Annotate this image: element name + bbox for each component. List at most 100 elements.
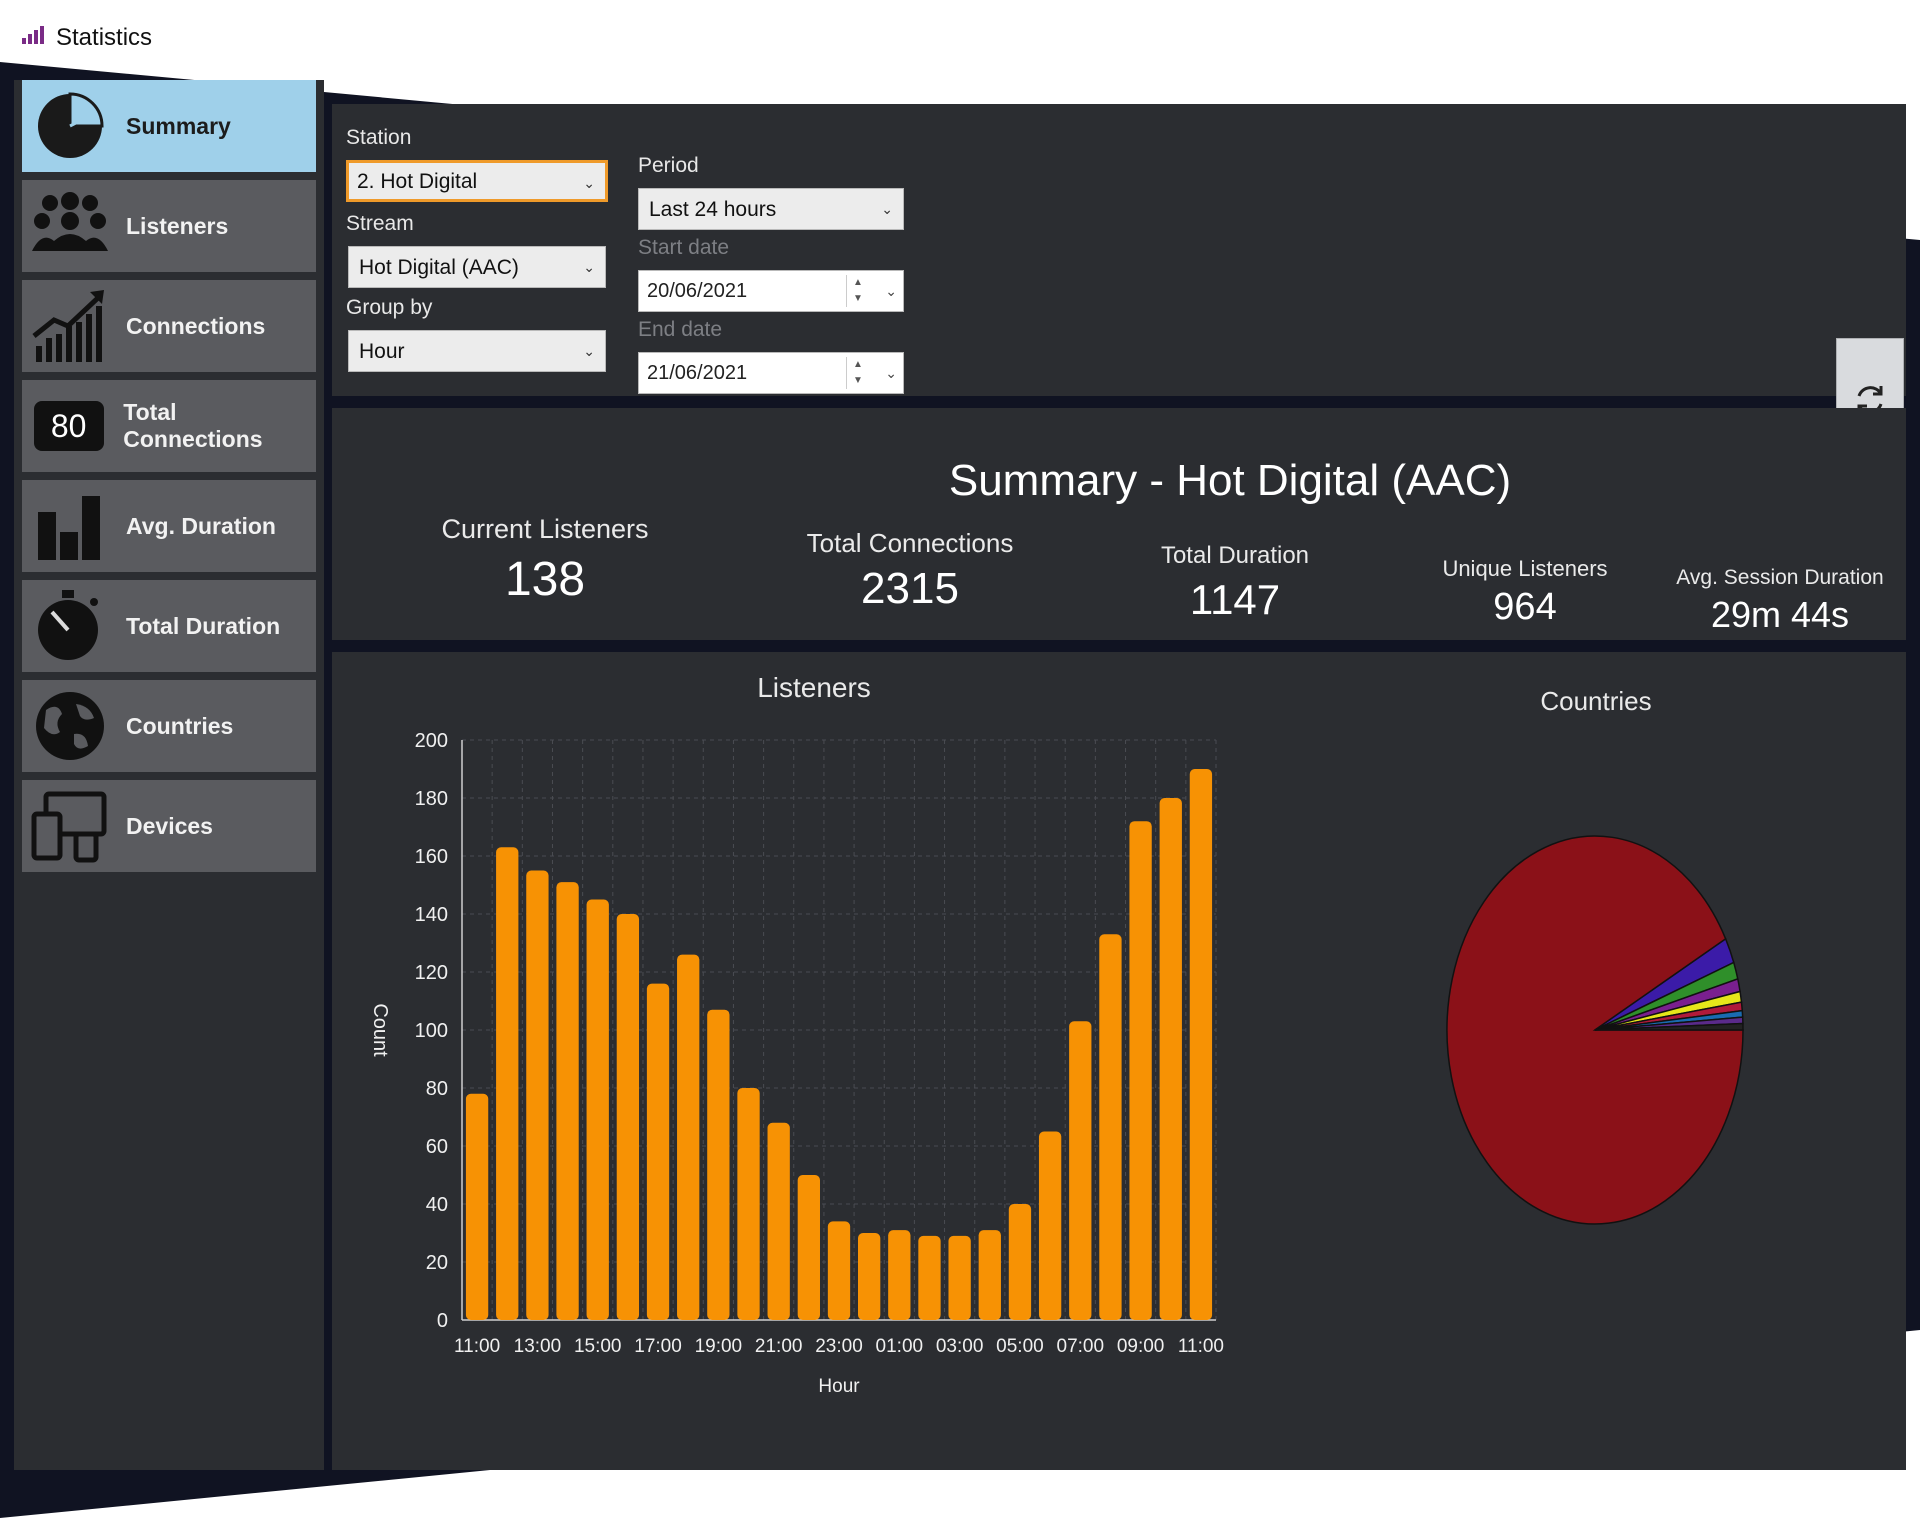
sidebar: Summary Listeners Connections 80 Total C… bbox=[14, 80, 324, 1470]
groupby-select-value: Hour bbox=[359, 340, 405, 363]
bar-11:00 bbox=[466, 1094, 488, 1320]
stat-value-total-duration: 1147 bbox=[1110, 576, 1360, 624]
bar-chart-icon bbox=[26, 486, 114, 566]
listeners-bar-chart: 0 20 40 60 80 100 120 140 160 180 200 11:00 13:00 15:… bbox=[350, 720, 1250, 1400]
y-tick-label: 200 bbox=[415, 730, 448, 752]
stat-label-total-duration: Total Duration bbox=[1110, 542, 1360, 570]
spin-up-icon[interactable]: ▲ bbox=[847, 275, 869, 291]
people-group-icon bbox=[26, 186, 114, 266]
stat-value-unique-listeners: 964 bbox=[1410, 586, 1640, 629]
sidebar-item-label: Devices bbox=[126, 813, 213, 840]
sidebar-item-summary[interactable]: Summary bbox=[22, 80, 316, 172]
stopwatch-icon bbox=[26, 586, 114, 666]
y-tick-label: 100 bbox=[415, 1020, 448, 1042]
y-tick-label: 180 bbox=[415, 788, 448, 810]
bar-03:00 bbox=[948, 1236, 970, 1320]
chevron-down-icon[interactable]: ⌄ bbox=[885, 283, 897, 300]
x-tick-label: 01:00 bbox=[876, 1336, 924, 1357]
sidebar-item-devices[interactable]: Devices bbox=[22, 780, 316, 872]
chevron-down-icon[interactable]: ⌄ bbox=[885, 365, 897, 382]
period-label: Period bbox=[638, 154, 699, 178]
x-tick-label: 05:00 bbox=[996, 1336, 1044, 1357]
x-tick-label: 11:00 bbox=[1178, 1336, 1224, 1357]
x-axis-title: Hour bbox=[818, 1376, 860, 1397]
stream-select-value: Hot Digital (AAC) bbox=[359, 256, 519, 279]
date-spinner[interactable]: ▲ ▼ bbox=[846, 357, 869, 389]
spin-down-icon[interactable]: ▼ bbox=[847, 291, 869, 307]
bar-19:00 bbox=[707, 1010, 729, 1320]
chevron-down-icon: ⌄ bbox=[881, 201, 893, 218]
bar-04:00 bbox=[979, 1230, 1001, 1320]
y-tick-label: 40 bbox=[426, 1194, 448, 1216]
stat-label-current-listeners: Current Listeners bbox=[400, 514, 690, 545]
window-title: Statistics bbox=[56, 24, 152, 52]
globe-icon bbox=[26, 686, 114, 766]
sidebar-item-label: Avg. Duration bbox=[126, 513, 276, 540]
sidebar-item-total-duration[interactable]: Total Duration bbox=[22, 580, 316, 672]
sidebar-item-label: Countries bbox=[126, 713, 233, 740]
x-tick-label: 17:00 bbox=[634, 1336, 682, 1357]
pie-chart-icon bbox=[26, 86, 114, 166]
app-logo-icon bbox=[22, 26, 46, 44]
y-tick-label: 140 bbox=[415, 904, 448, 926]
bar-05:00 bbox=[1009, 1204, 1031, 1320]
groupby-select[interactable]: Hour ⌄ bbox=[348, 330, 606, 372]
x-tick-label: 03:00 bbox=[936, 1336, 984, 1357]
chevron-down-icon: ⌄ bbox=[583, 259, 595, 276]
x-tick-label: 11:00 bbox=[454, 1336, 500, 1357]
countries-pie-chart bbox=[1430, 820, 1760, 1240]
sidebar-item-label: Total Duration bbox=[126, 613, 280, 640]
start-date-picker[interactable]: 20/06/2021 ▲ ▼ ⌄ bbox=[638, 270, 904, 312]
sidebar-item-countries[interactable]: Countries bbox=[22, 680, 316, 772]
bar-01:00 bbox=[888, 1230, 910, 1320]
bar-21:00 bbox=[768, 1123, 790, 1320]
bar-22:00 bbox=[798, 1175, 820, 1320]
bar-23:00 bbox=[828, 1221, 850, 1320]
y-tick-label: 160 bbox=[415, 846, 448, 868]
sidebar-item-listeners[interactable]: Listeners bbox=[22, 180, 316, 272]
sidebar-item-label: Connections bbox=[126, 313, 265, 340]
sidebar-item-label: Summary bbox=[126, 113, 231, 140]
bar-12:00 bbox=[496, 847, 518, 1320]
end-date-picker[interactable]: 21/06/2021 ▲ ▼ ⌄ bbox=[638, 352, 904, 394]
spin-up-icon[interactable]: ▲ bbox=[847, 357, 869, 373]
y-tick-label: 120 bbox=[415, 962, 448, 984]
sidebar-item-connections[interactable]: Connections bbox=[22, 280, 316, 372]
trend-up-icon bbox=[26, 286, 114, 366]
sidebar-item-avg-duration[interactable]: Avg. Duration bbox=[22, 480, 316, 572]
chevron-down-icon: ⌄ bbox=[583, 175, 595, 192]
x-tick-label: 09:00 bbox=[1117, 1336, 1165, 1357]
x-tick-label: 13:00 bbox=[514, 1336, 562, 1357]
spin-down-icon[interactable]: ▼ bbox=[847, 373, 869, 389]
station-label: Station bbox=[346, 126, 411, 150]
sidebar-item-total-connections[interactable]: 80 Total Connections bbox=[22, 380, 316, 472]
station-select[interactable]: 2. Hot Digital ⌄ bbox=[346, 160, 608, 202]
y-axis-title: Count bbox=[369, 1003, 391, 1057]
stat-value-current-listeners: 138 bbox=[400, 552, 690, 607]
station-select-value: 2. Hot Digital bbox=[357, 170, 477, 193]
stat-label-avg-session-duration: Avg. Session Duration bbox=[1660, 566, 1900, 590]
sidebar-item-label: Listeners bbox=[126, 213, 228, 240]
bar-15:00 bbox=[587, 900, 609, 1321]
x-tick-label: 15:00 bbox=[574, 1336, 622, 1357]
bar-20:00 bbox=[737, 1088, 759, 1320]
stat-label-total-connections: Total Connections bbox=[770, 528, 1050, 559]
end-date-label: End date bbox=[638, 318, 722, 342]
bar-17:00 bbox=[647, 984, 669, 1320]
x-tick-label: 23:00 bbox=[815, 1336, 863, 1357]
y-tick-label: 80 bbox=[426, 1078, 448, 1100]
start-date-value: 20/06/2021 bbox=[647, 280, 747, 302]
period-select[interactable]: Last 24 hours ⌄ bbox=[638, 188, 904, 230]
stream-select[interactable]: Hot Digital (AAC) ⌄ bbox=[348, 246, 606, 288]
chevron-down-icon: ⌄ bbox=[583, 343, 595, 360]
listeners-chart-title: Listeners bbox=[664, 672, 964, 704]
bar-08:00 bbox=[1099, 934, 1121, 1320]
date-spinner[interactable]: ▲ ▼ bbox=[846, 275, 869, 307]
groupby-label: Group by bbox=[346, 296, 432, 320]
bar-13:00 bbox=[526, 871, 548, 1321]
y-tick-label: 0 bbox=[437, 1310, 448, 1332]
counter-badge: 80 bbox=[34, 401, 104, 451]
x-tick-label: 07:00 bbox=[1057, 1336, 1105, 1357]
bar-16:00 bbox=[617, 914, 639, 1320]
period-select-value: Last 24 hours bbox=[649, 198, 776, 221]
